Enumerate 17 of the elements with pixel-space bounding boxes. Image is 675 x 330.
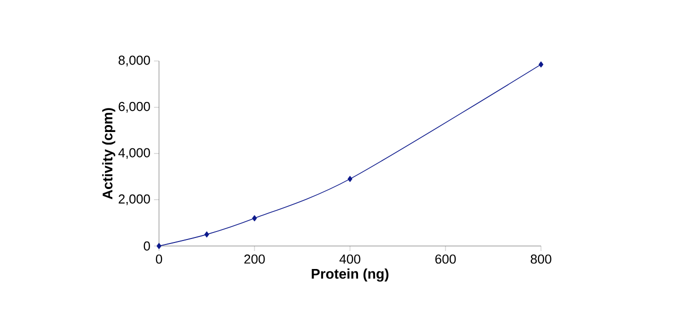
- x-tick-label: 800: [530, 254, 552, 264]
- y-tick-label: 8,000: [118, 56, 150, 66]
- point: [348, 176, 352, 182]
- x-tick-label: 400: [339, 254, 360, 264]
- y-tick-label: 2,000: [118, 194, 150, 206]
- x-tick-label: 600: [435, 254, 456, 264]
- point: [204, 231, 210, 238]
- x-axis-title: Protein (ng): [312, 268, 388, 282]
- point: [252, 215, 257, 222]
- y-tick-label: 4,000: [118, 148, 150, 159]
- y-axis-title: Activity (cpm): [102, 108, 116, 200]
- x-tick-label: 200: [244, 254, 265, 264]
- y-tick-label: 0: [144, 241, 150, 251]
- y-tick-label: 6,000: [118, 102, 150, 113]
- point: [156, 243, 162, 249]
- point: [538, 61, 544, 68]
- x-tick-label: 0: [156, 254, 162, 264]
